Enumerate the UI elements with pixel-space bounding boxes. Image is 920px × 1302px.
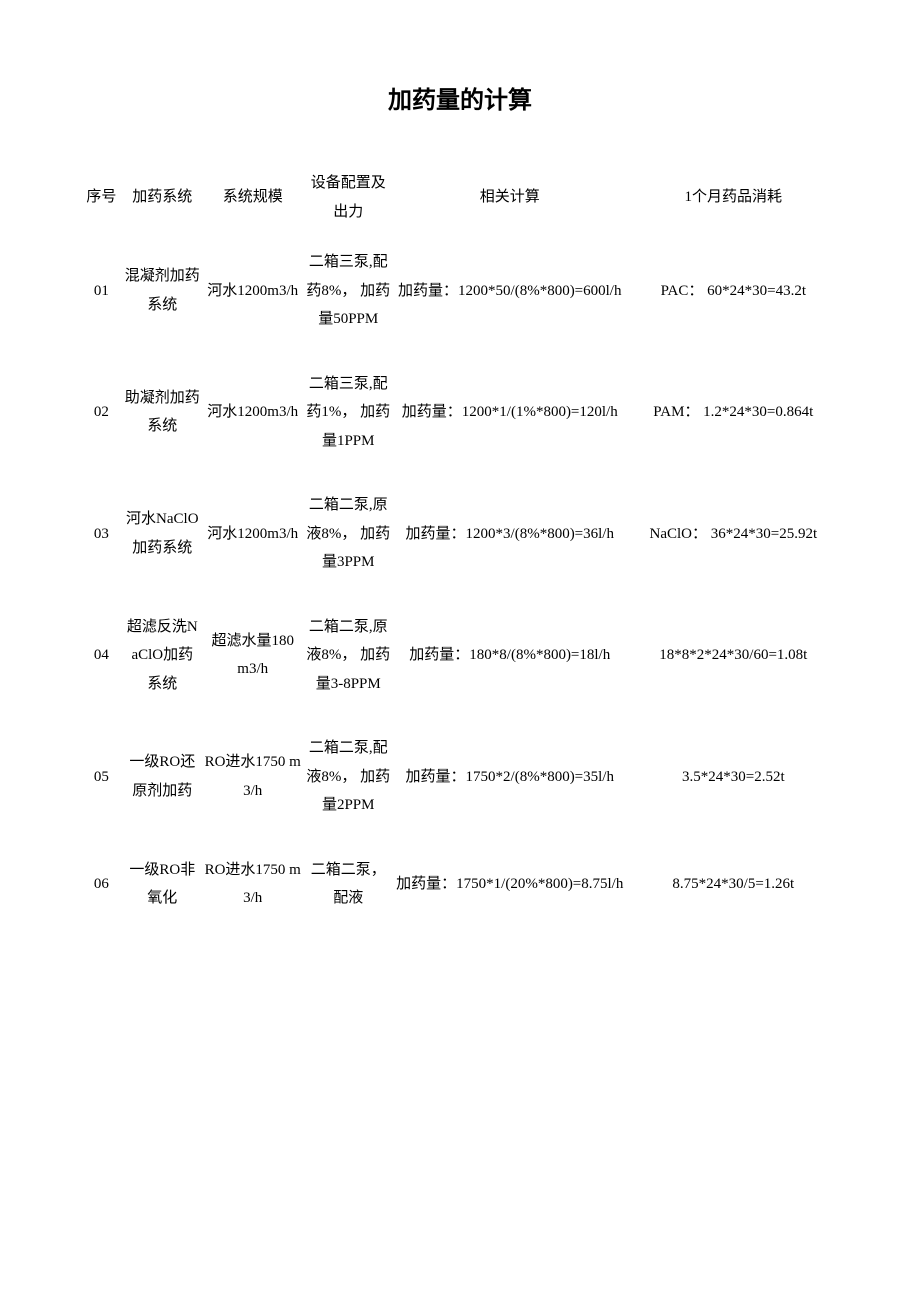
header-scale: 系统规模 [202,165,304,230]
table-row: 03 河水NaClO加药系统 河水1200m3/h 二箱二泵,原 液8%， 加药… [80,473,840,595]
document-page: 加药量的计算 序号 加药系统 系统规模 设备配置及出力 相关计算 1个月药品消耗… [0,0,920,971]
cell-system: 助凝剂加药系统 [123,352,202,474]
cell-equip: 二箱二泵，配液 [304,838,393,931]
cell-equip: 二箱二泵,配 液8%， 加药量2PPM [304,716,393,838]
header-seq: 序号 [80,165,123,230]
cell-scale: 河水1200m3/h [202,352,304,474]
cell-seq: 01 [80,230,123,352]
cell-usage: PAM： 1.2*24*30=0.864t [627,352,840,474]
cell-seq: 02 [80,352,123,474]
cell-usage: 18*8*2*24*30/60=1.08t [627,595,840,717]
table-row: 01 混凝剂加药系统 河水1200m3/h 二箱三泵,配 药8%， 加药量50P… [80,230,840,352]
table-header-row: 序号 加药系统 系统规模 设备配置及出力 相关计算 1个月药品消耗 [80,165,840,230]
cell-calc: 加药量：1750*2/(8%*800)=35l/h [393,716,627,838]
table-row: 05 一级RO还原剂加药 RO进水1750 m3/h 二箱二泵,配 液8%， 加… [80,716,840,838]
table-row: 04 超滤反洗NaClO加药系统 超滤水量180 m3/h 二箱二泵,原 液8%… [80,595,840,717]
cell-usage: 3.5*24*30=2.52t [627,716,840,838]
cell-scale: RO进水1750 m3/h [202,838,304,931]
cell-scale: 河水1200m3/h [202,473,304,595]
cell-usage: 8.75*24*30/5=1.26t [627,838,840,931]
cell-seq: 04 [80,595,123,717]
cell-seq: 03 [80,473,123,595]
cell-system: 一级RO非氧化 [123,838,202,931]
cell-system: 河水NaClO加药系统 [123,473,202,595]
cell-equip: 二箱二泵,原 液8%， 加药量3PPM [304,473,393,595]
cell-usage: NaClO： 36*24*30=25.92t [627,473,840,595]
cell-scale: 超滤水量180 m3/h [202,595,304,717]
cell-seq: 05 [80,716,123,838]
dosing-table: 序号 加药系统 系统规模 设备配置及出力 相关计算 1个月药品消耗 01 混凝剂… [80,165,840,931]
table-row: 02 助凝剂加药系统 河水1200m3/h 二箱三泵,配 药1%， 加药量1PP… [80,352,840,474]
cell-equip: 二箱三泵,配 药8%， 加药量50PPM [304,230,393,352]
cell-scale: RO进水1750 m3/h [202,716,304,838]
cell-equip: 二箱三泵,配 药1%， 加药量1PPM [304,352,393,474]
cell-calc: 加药量：1200*3/(8%*800)=36l/h [393,473,627,595]
page-title: 加药量的计算 [80,80,840,115]
cell-scale: 河水1200m3/h [202,230,304,352]
cell-usage: PAC： 60*24*30=43.2t [627,230,840,352]
cell-system: 一级RO还原剂加药 [123,716,202,838]
cell-calc: 加药量：1200*1/(1%*800)=120l/h [393,352,627,474]
cell-calc: 加药量：180*8/(8%*800)=18l/h [393,595,627,717]
cell-calc: 加药量：1750*1/(20%*800)=8.75l/h [393,838,627,931]
table-row: 06 一级RO非氧化 RO进水1750 m3/h 二箱二泵，配液 加药量：175… [80,838,840,931]
cell-calc: 加药量：1200*50/(8%*800)=600l/h [393,230,627,352]
cell-system: 混凝剂加药系统 [123,230,202,352]
header-usage: 1个月药品消耗 [627,165,840,230]
cell-system: 超滤反洗NaClO加药系统 [123,595,202,717]
header-equip: 设备配置及出力 [304,165,393,230]
header-system: 加药系统 [123,165,202,230]
header-calc: 相关计算 [393,165,627,230]
cell-seq: 06 [80,838,123,931]
cell-equip: 二箱二泵,原 液8%， 加药量3-8PPM [304,595,393,717]
